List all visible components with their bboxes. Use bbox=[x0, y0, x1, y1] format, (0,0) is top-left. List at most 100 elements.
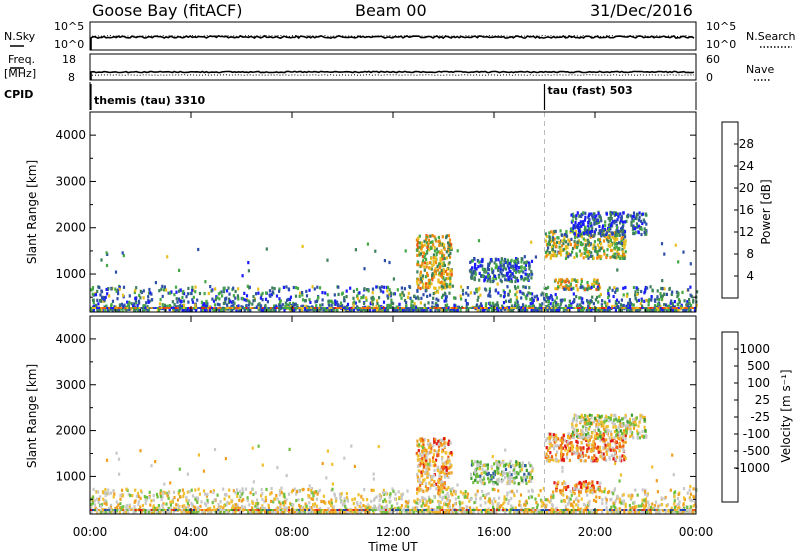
heatmap-cell bbox=[634, 230, 637, 234]
heatmap-cell bbox=[582, 416, 585, 420]
heatmap-cell bbox=[531, 272, 534, 276]
heatmap-cell bbox=[595, 214, 598, 218]
heatmap-cell bbox=[536, 307, 539, 309]
heatmap-cell bbox=[300, 510, 303, 514]
heatmap-cell bbox=[523, 308, 526, 312]
heatmap-cell bbox=[593, 428, 596, 433]
heatmap-cell bbox=[683, 299, 686, 303]
heatmap-cell bbox=[427, 473, 430, 477]
heatmap-cell bbox=[182, 303, 186, 307]
heatmap-cell bbox=[549, 239, 553, 244]
heatmap-cell bbox=[478, 271, 481, 275]
heatmap-cell bbox=[403, 298, 407, 303]
heatmap-cell bbox=[158, 289, 161, 293]
heatmap-cell bbox=[508, 307, 511, 309]
heatmap-cell bbox=[320, 307, 323, 309]
heatmap-cell bbox=[422, 308, 425, 312]
heatmap-cell bbox=[670, 299, 673, 303]
nave-label: Nave bbox=[746, 63, 774, 76]
heatmap-cell bbox=[580, 441, 583, 445]
heatmap-cell bbox=[156, 307, 159, 309]
heatmap-cell bbox=[607, 307, 610, 309]
heatmap-cell bbox=[558, 285, 561, 289]
heatmap-cell bbox=[444, 451, 447, 455]
heatmap-cell bbox=[519, 493, 523, 497]
heatmap-cell bbox=[610, 216, 613, 220]
heatmap-cell bbox=[260, 304, 263, 308]
heatmap-cell bbox=[600, 229, 603, 233]
heatmap-cell bbox=[514, 265, 517, 269]
heatmap-cell bbox=[543, 298, 546, 302]
heatmap-cell bbox=[636, 432, 639, 436]
heatmap-cell bbox=[531, 507, 534, 511]
heatmap-cell bbox=[332, 307, 335, 309]
heatmap-cell bbox=[637, 510, 640, 514]
heatmap-cell bbox=[605, 425, 608, 429]
heatmap-cell bbox=[390, 298, 393, 302]
heatmap-cell bbox=[635, 222, 639, 226]
heatmap-cell bbox=[681, 307, 684, 309]
heatmap-cell bbox=[567, 242, 570, 246]
heatmap-cell bbox=[507, 477, 510, 481]
heatmap-cell bbox=[513, 268, 516, 273]
heatmap-cell bbox=[559, 298, 562, 302]
heatmap-cell bbox=[580, 278, 583, 282]
heatmap-cell bbox=[105, 304, 108, 308]
heatmap-cell bbox=[614, 238, 617, 242]
heatmap-cell bbox=[107, 287, 110, 291]
heatmap-cell bbox=[647, 308, 650, 312]
heatmap-cell bbox=[509, 264, 513, 268]
heatmap-cell bbox=[447, 249, 450, 253]
heatmap-cell bbox=[656, 490, 659, 494]
heatmap-cell bbox=[507, 292, 510, 296]
heatmap-cell bbox=[348, 307, 351, 309]
heatmap-cell bbox=[425, 282, 428, 286]
heatmap-cell bbox=[479, 264, 482, 268]
heatmap-cell bbox=[520, 307, 523, 309]
heatmap-cell bbox=[584, 434, 587, 439]
heatmap-cell bbox=[435, 251, 438, 255]
heatmap-cell bbox=[450, 471, 453, 475]
heatmap-cell bbox=[212, 308, 216, 312]
heatmap-cell bbox=[677, 503, 681, 507]
heatmap-cell bbox=[439, 486, 442, 490]
heatmap-cell bbox=[427, 307, 430, 309]
heatmap-cell bbox=[592, 302, 595, 306]
heatmap-cell bbox=[105, 287, 108, 292]
heatmap-cell bbox=[688, 298, 691, 302]
heatmap-cell bbox=[312, 510, 315, 514]
heatmap-cell bbox=[544, 293, 547, 297]
heatmap-cell bbox=[651, 308, 654, 312]
heatmap-cell bbox=[626, 423, 629, 427]
heatmap-cell bbox=[396, 288, 399, 292]
heatmap-cell bbox=[236, 294, 239, 298]
heatmap-cell bbox=[426, 442, 429, 446]
heatmap-cell bbox=[565, 234, 568, 238]
heatmap-cell bbox=[488, 480, 491, 484]
heatmap-cell bbox=[143, 308, 146, 312]
heatmap-cell bbox=[434, 256, 437, 260]
heatmap-cell bbox=[154, 307, 157, 309]
heatmap-cell bbox=[571, 510, 575, 514]
heatmap-cell bbox=[622, 211, 625, 215]
heatmap-cell bbox=[515, 298, 518, 302]
heatmap-cell bbox=[556, 437, 560, 441]
heatmap-cell bbox=[445, 277, 448, 281]
heatmap-cell bbox=[431, 240, 434, 244]
heatmap-cell bbox=[492, 471, 495, 475]
heatmap-cell bbox=[575, 419, 578, 423]
heatmap-cell bbox=[600, 414, 604, 418]
heatmap-cell bbox=[429, 307, 432, 309]
heatmap-cell bbox=[210, 289, 213, 293]
heatmap-cell bbox=[551, 238, 555, 242]
heatmap-cell bbox=[548, 251, 551, 255]
heatmap-cell bbox=[607, 244, 610, 248]
heatmap-cell bbox=[585, 249, 588, 253]
heatmap-cell bbox=[507, 481, 510, 485]
heatmap-cell bbox=[265, 247, 268, 251]
heatmap-cell bbox=[448, 272, 451, 276]
nave-right-tick-bottom: 0 bbox=[706, 71, 713, 84]
heatmap-cell bbox=[546, 249, 549, 253]
heatmap-cell bbox=[600, 242, 603, 246]
heatmap-cell bbox=[660, 286, 663, 291]
